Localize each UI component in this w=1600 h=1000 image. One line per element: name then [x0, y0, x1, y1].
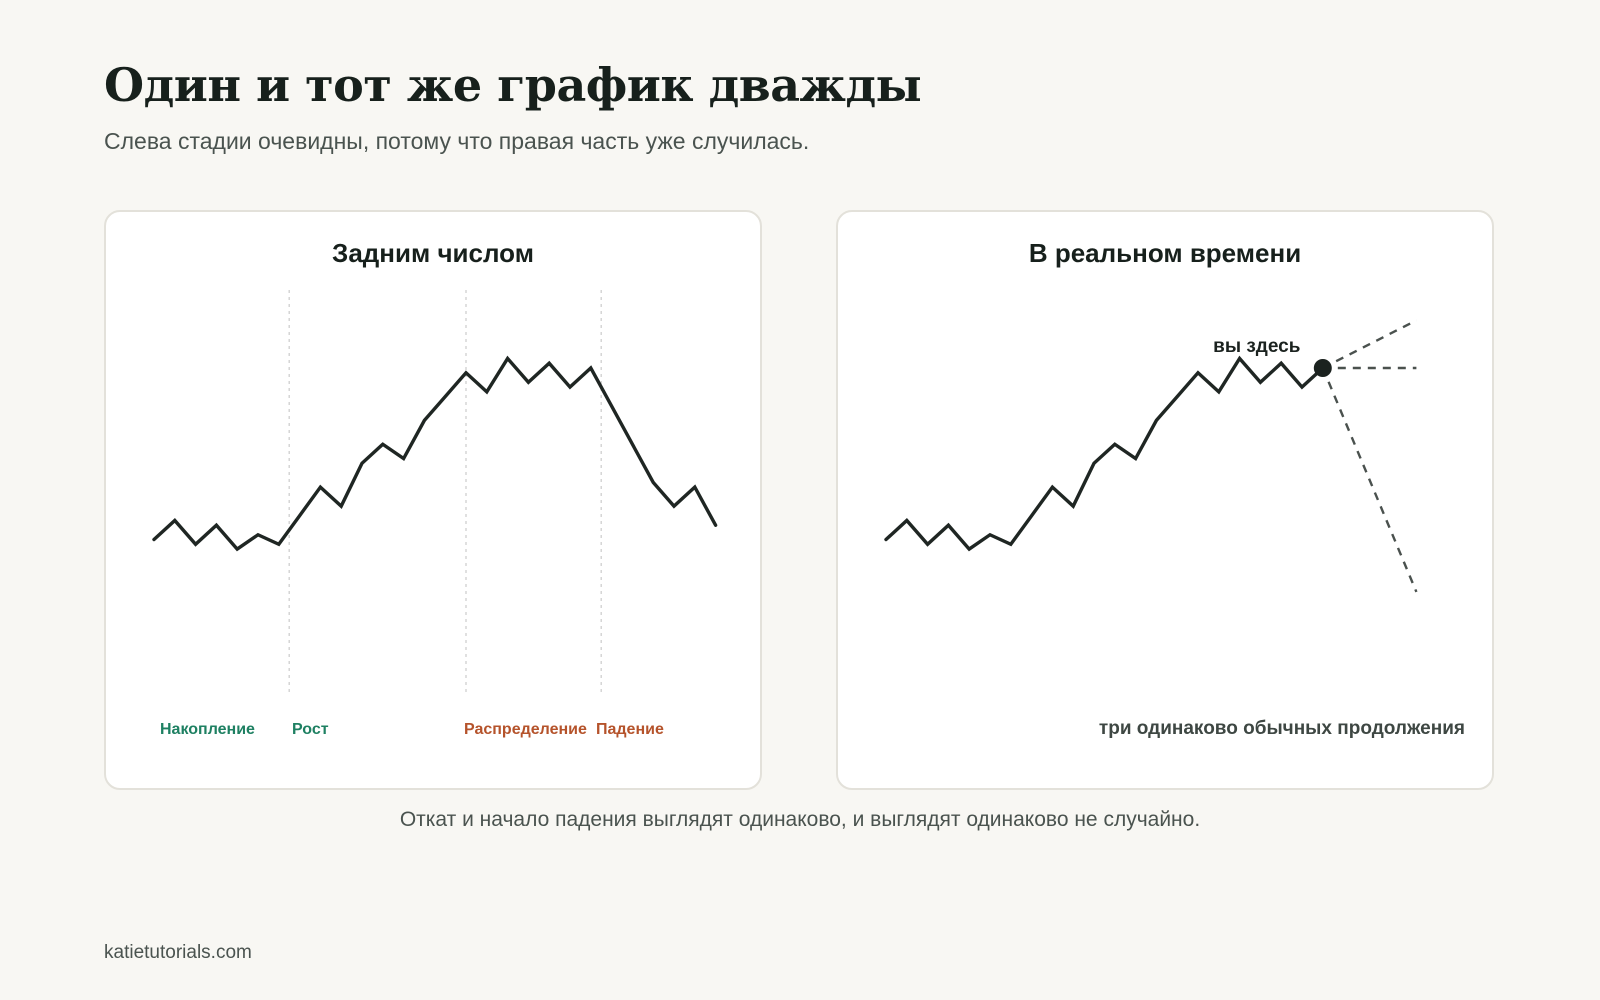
- hindsight-chart-title: Задним числом: [332, 238, 534, 268]
- hindsight-chart-card: Задним числом Накопление Рост Распределени…: [104, 210, 762, 790]
- page-title: Один и тот же график дважды: [104, 58, 922, 112]
- price-line-realtime: [884, 355, 1325, 552]
- price-line-hindsight: [152, 355, 718, 552]
- realtime-chart-card: В реальном времени вы здесь три одинаково…: [836, 210, 1494, 790]
- page-subtitle: Слева стадии очевидны, потому что правая…: [104, 128, 810, 154]
- continuation-line-3: [1321, 367, 1418, 593]
- realtime-chart-title: В реальном времени: [1028, 238, 1302, 268]
- hindsight-chart: Накопление Рост Распределение Падение: [152, 290, 718, 738]
- current-position-marker: [1313, 359, 1332, 377]
- continuation-line-1: [1322, 319, 1417, 370]
- stage-label-2: Рост: [292, 721, 329, 738]
- realtime-chart: вы здесь три одинаково обычных продолжени…: [884, 319, 1465, 739]
- stage-label-3: Распределение: [464, 721, 587, 738]
- you-are-here-label: вы здесь: [1213, 336, 1300, 357]
- continuations-annotation: три одинаково обычных продолжения: [1099, 718, 1465, 739]
- stage-label-1: Накопление: [160, 721, 255, 738]
- stage-label-4: Падение: [596, 721, 664, 738]
- footer-site-link[interactable]: katietutorials.com: [104, 942, 252, 963]
- bottom-caption: Откат и начало падения выглядят одинаков…: [399, 808, 1201, 831]
